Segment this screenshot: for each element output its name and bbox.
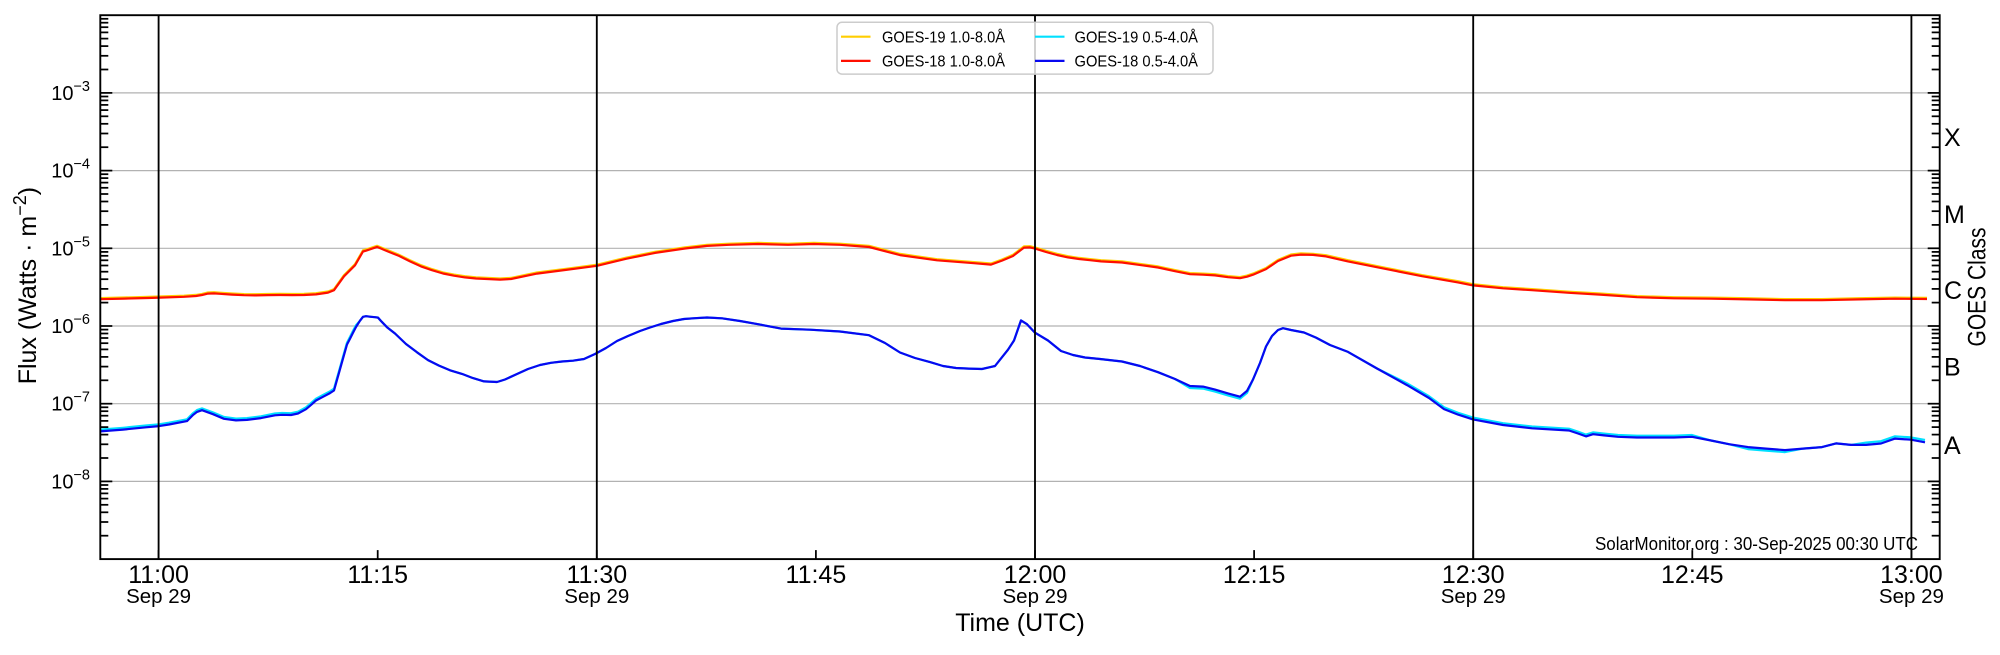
svg-text:11:45: 11:45 bbox=[786, 561, 847, 589]
svg-text:GOES-18 1.0-8.0Å: GOES-18 1.0-8.0Å bbox=[882, 52, 1006, 71]
svg-text:Sep 29: Sep 29 bbox=[1003, 585, 1068, 608]
svg-text:11:30: 11:30 bbox=[566, 561, 627, 589]
svg-text:Time (UTC): Time (UTC) bbox=[955, 609, 1085, 637]
svg-text:GOES Class: GOES Class bbox=[1964, 228, 1992, 347]
svg-text:12:15: 12:15 bbox=[1223, 561, 1286, 589]
svg-text:A: A bbox=[1944, 432, 1961, 460]
svg-text:X: X bbox=[1944, 124, 1961, 152]
svg-text:SolarMonitor.org : 30-Sep-2025: SolarMonitor.org : 30-Sep-2025 00:30 UTC bbox=[1595, 533, 1918, 554]
svg-text:Flux (Watts · m−2): Flux (Watts · m−2) bbox=[10, 187, 42, 384]
svg-text:12:45: 12:45 bbox=[1661, 561, 1724, 589]
svg-text:GOES-19 0.5-4.0Å: GOES-19 0.5-4.0Å bbox=[1075, 27, 1199, 46]
svg-text:11:15: 11:15 bbox=[347, 561, 408, 589]
svg-text:10−4: 10−4 bbox=[51, 157, 90, 183]
svg-text:10−8: 10−8 bbox=[51, 467, 90, 493]
svg-text:M: M bbox=[1944, 201, 1965, 229]
svg-text:Sep 29: Sep 29 bbox=[1441, 585, 1506, 608]
svg-text:GOES-18 0.5-4.0Å: GOES-18 0.5-4.0Å bbox=[1075, 52, 1199, 71]
svg-text:10−5: 10−5 bbox=[51, 234, 90, 260]
svg-text:11:00: 11:00 bbox=[128, 561, 189, 589]
svg-text:Sep 29: Sep 29 bbox=[1879, 585, 1944, 608]
svg-text:C: C bbox=[1944, 277, 1962, 305]
svg-text:Sep 29: Sep 29 bbox=[126, 585, 191, 608]
svg-text:Sep 29: Sep 29 bbox=[564, 585, 629, 608]
svg-text:12:00: 12:00 bbox=[1004, 561, 1067, 589]
svg-text:10−7: 10−7 bbox=[51, 390, 90, 416]
svg-text:B: B bbox=[1944, 353, 1961, 381]
svg-text:12:30: 12:30 bbox=[1442, 561, 1505, 589]
svg-text:GOES-19 1.0-8.0Å: GOES-19 1.0-8.0Å bbox=[882, 27, 1006, 46]
svg-text:13:00: 13:00 bbox=[1880, 561, 1943, 589]
